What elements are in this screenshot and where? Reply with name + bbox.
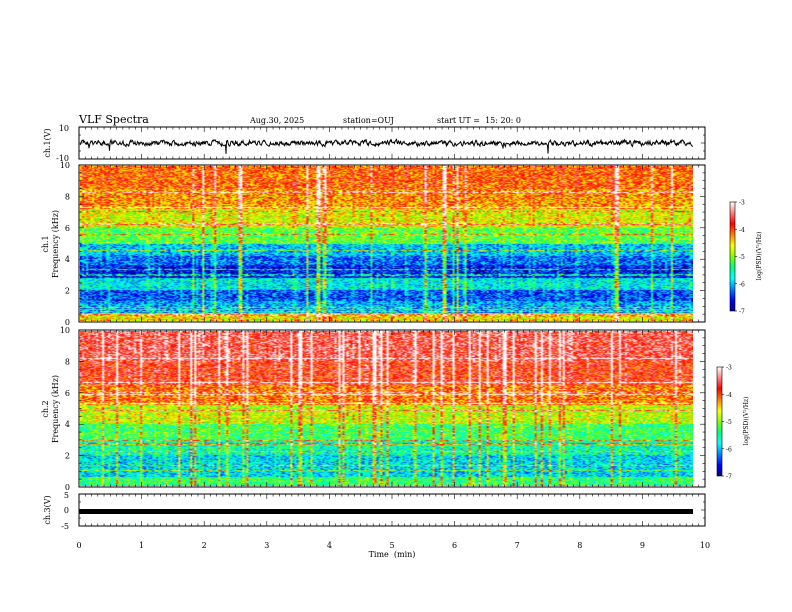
ch1-colorbar-tick-label: -7 — [739, 309, 745, 316]
time-tick-label: 8 — [577, 541, 582, 550]
time-tick-label: 3 — [264, 541, 269, 550]
spec2-freq-tick-label: 2 — [65, 452, 70, 461]
ch1-spectrogram-image — [80, 166, 693, 321]
ch2-colorbar-label: log(PSD)(V²/Hz) — [743, 397, 750, 446]
date-label: Aug.30, 2025 — [249, 116, 304, 125]
ch2-colorbar-tick-label: -3 — [726, 365, 732, 372]
ch1-ylabel: ch.1(V) — [43, 128, 52, 157]
spec2-freq-tick-label: 8 — [65, 357, 70, 366]
spec2-freq-tick-label: 0 — [65, 483, 70, 492]
ch1-colorbar-tick-label: -4 — [739, 227, 745, 234]
spec2-freq-tick-label: 4 — [65, 420, 70, 429]
time-tick-label: 4 — [327, 541, 332, 550]
spec2-freq-tick-label: 6 — [65, 389, 70, 398]
ch1-colorbar-tick-label: -5 — [739, 254, 745, 261]
time-tick-label: 9 — [640, 541, 645, 550]
time-tick-label: 1 — [139, 541, 144, 550]
ch1-x-ticks — [78, 126, 706, 160]
ch2-frequency-tick-labels: 0 2 4 6 8 10 — [60, 326, 70, 492]
ch1-ytick-bottom: -10 — [56, 154, 69, 163]
ch1-frequency-tick-labels: 0 2 4 6 8 10 — [60, 161, 70, 327]
ch2-spectrogram-image — [80, 331, 693, 486]
ch1-ytick-top: 10 — [59, 124, 69, 133]
ch1-frequency-axis-label: Frequency (kHz) — [51, 210, 60, 278]
figure-title: VLF Spectra — [78, 113, 149, 126]
ch3-ytick-middle: 0 — [64, 506, 69, 515]
ch2-colorbar-ticks: -3 -4 -5 -6 -7 — [722, 365, 732, 481]
time-tick-label: 10 — [700, 541, 710, 550]
start-time-label: start UT = 15: 20: 0 — [437, 116, 521, 125]
ch2-colorbar-tick-label: -5 — [726, 419, 732, 426]
ch2-spectrogram-ylabel-channel: ch.2 — [41, 400, 50, 417]
ch1-spectrogram-ticks — [78, 164, 706, 323]
ch2-colorbar-tick-label: -6 — [726, 446, 732, 453]
ch1-spectrogram-panel: 0 2 4 6 8 10 ch.1 Frequency (kHz) — [41, 161, 706, 327]
ch1-spectrogram-ylabel-channel: ch.1 — [41, 235, 50, 252]
ch3-ylabel: ch.3(V) — [43, 495, 52, 524]
ch3-x-ticks — [78, 493, 706, 527]
ch1-spectrogram-ylabel-freq: Frequency (kHz) — [51, 210, 60, 278]
spec1-freq-tick-label: 2 — [65, 287, 70, 296]
ch2-colorbar: -3 -4 -5 -6 -7 log(PSD)(V²/Hz) — [716, 365, 750, 481]
station-label: station=OUJ — [343, 116, 394, 125]
ch3-waveform-panel: 5 0 -5 ch.3(V) — [43, 491, 706, 531]
ch3-ytick-bottom: -5 — [61, 522, 69, 531]
ch2-spectrogram-ylabel-freq: Frequency (kHz) — [51, 375, 60, 443]
time-tick-label: 7 — [515, 541, 520, 550]
ch2-spectrogram-panel: 0 2 4 6 8 10 ch.2 Frequency (kHz) — [41, 326, 706, 492]
ch1-channel-name: ch.1 — [41, 235, 50, 252]
spec1-freq-tick-label: 6 — [65, 224, 70, 233]
ch3-waveform-trace — [79, 509, 693, 514]
time-tick-label: 6 — [452, 541, 457, 550]
time-axis-label: Time (min) — [369, 550, 416, 559]
spec1-freq-tick-label: 0 — [65, 318, 70, 327]
ch2-colorbar-tick-label: -7 — [726, 474, 732, 481]
spec1-freq-tick-label: 8 — [65, 192, 70, 201]
spec1-freq-tick-label: 10 — [60, 161, 70, 170]
ch1-colorbar: -3 -4 -5 -6 -7 log(PSD)(V²/Hz) — [729, 200, 763, 316]
ch2-channel-name: ch.2 — [41, 400, 50, 417]
time-axis-tick-labels: 0 1 2 3 4 5 6 7 8 9 10 — [76, 541, 710, 550]
ch1-colorbar-tick-label: -3 — [739, 200, 745, 207]
time-tick-label: 2 — [202, 541, 207, 550]
ch1-colorbar-ticks: -3 -4 -5 -6 -7 — [735, 200, 745, 316]
ch1-waveform-trace — [79, 138, 694, 154]
spec1-freq-tick-label: 4 — [65, 255, 70, 264]
time-tick-label: 0 — [76, 541, 81, 550]
ch2-frequency-axis-label: Frequency (kHz) — [51, 375, 60, 443]
ch3-ytick-top: 5 — [64, 491, 69, 500]
spec2-freq-tick-label: 10 — [60, 326, 70, 335]
ch2-colorbar-tick-label: -4 — [726, 392, 732, 399]
ch2-spectrogram-ticks — [78, 329, 706, 488]
ch1-waveform-panel: 10 -10 ch.1(V) — [43, 124, 706, 163]
ch1-colorbar-tick-label: -6 — [739, 281, 745, 288]
ch1-colorbar-label: log(PSD)(V²/Hz) — [756, 232, 763, 281]
time-tick-label: 5 — [389, 541, 394, 550]
